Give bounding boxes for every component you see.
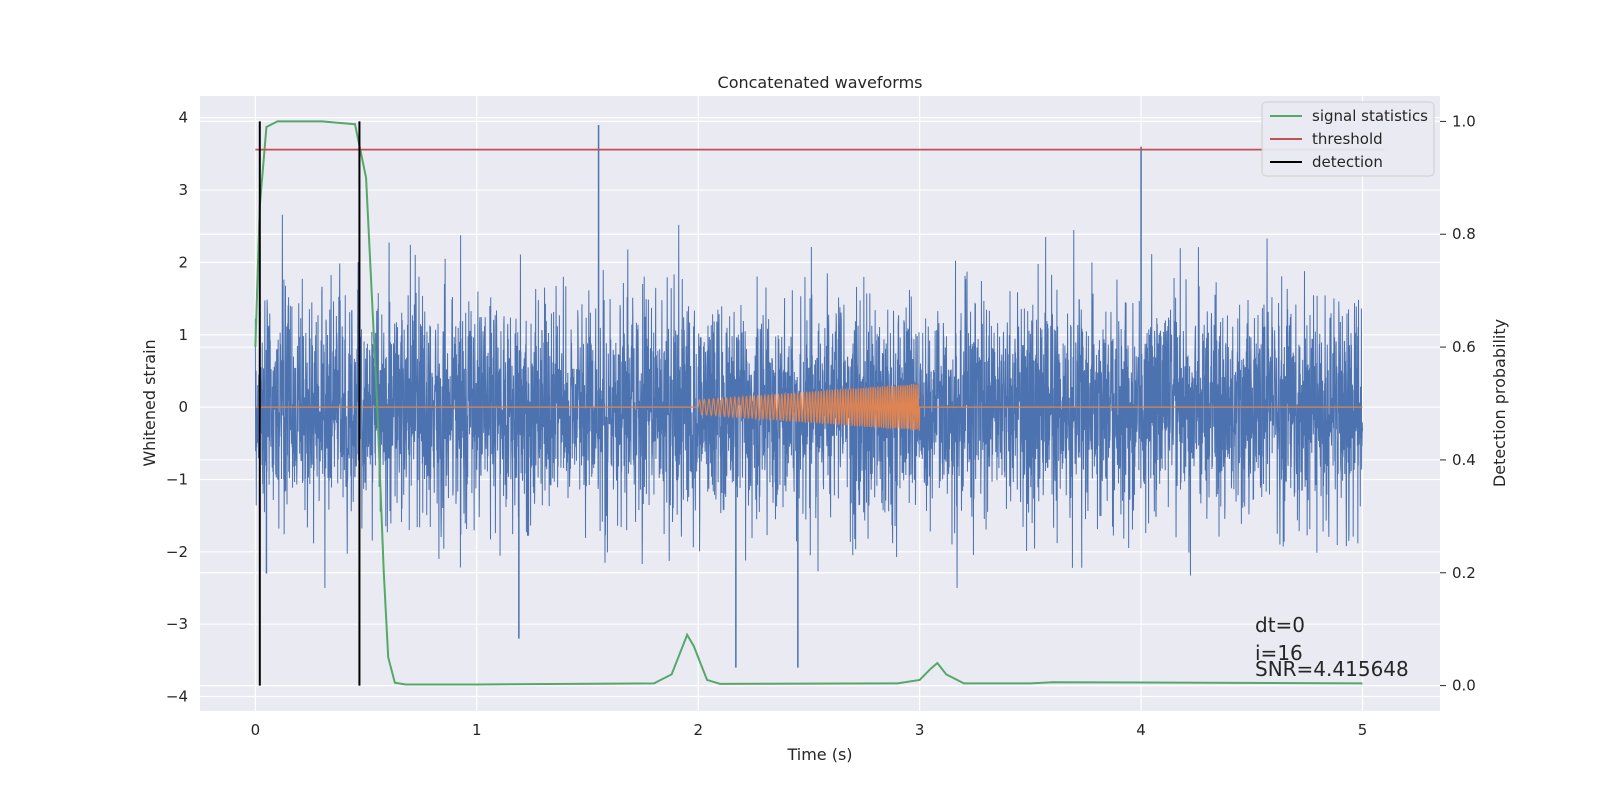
tick-layer: 0 1 2 3 4 5 −4 −3 −2 −1 0 1 2 3 4 0.0 0.2 0.4 0.6 0.8 1.0 (166, 109, 1476, 739)
y-tick-label: −4 (166, 688, 188, 706)
y2-tick-label: 0.8 (1452, 225, 1476, 243)
legend-box (1261, 101, 1435, 177)
y-tick-label: −1 (166, 470, 188, 488)
legend-label-detection: detection (1312, 153, 1383, 171)
annotation-snr: SNR=4.415648 (1255, 657, 1409, 681)
y2-axis-label: Detection probability (1490, 319, 1509, 487)
y-axis-label: Whitened strain (140, 339, 159, 466)
x-tick-label: 3 (915, 721, 925, 739)
data-layer (254, 120, 1385, 686)
x-tick-label: 0 (251, 721, 261, 739)
chart-title: Concatenated waveforms (718, 73, 923, 92)
y-tick-label: −3 (166, 615, 188, 633)
y-tick-label: 2 (178, 253, 188, 271)
y-tick-label: 4 (178, 109, 188, 127)
chirp-series-line (255, 383, 1363, 431)
legend: signal statistics threshold detection (1261, 101, 1435, 177)
y2-tick-label: 0.2 (1452, 564, 1476, 582)
x-axis-label: Time (s) (786, 745, 852, 764)
y-tick-label: 3 (178, 181, 188, 199)
y-tick-label: 1 (178, 326, 188, 344)
y2-tick-label: 0.6 (1452, 338, 1476, 356)
x-tick-label: 4 (1136, 721, 1146, 739)
x-tick-label: 1 (472, 721, 482, 739)
y2-tick-label: 0.4 (1452, 451, 1476, 469)
y2-tick-label: 0.0 (1452, 677, 1476, 695)
legend-label-threshold: threshold (1312, 130, 1383, 148)
y-tick-label: −2 (166, 543, 188, 561)
x-tick-label: 2 (693, 721, 703, 739)
signal-statistics-line (254, 120, 1363, 686)
legend-label-signal-statistics: signal statistics (1312, 107, 1428, 125)
x-tick-label: 5 (1358, 721, 1368, 739)
annotation-index: i=16 (1255, 641, 1303, 665)
y2-tick-label: 1.0 (1452, 112, 1476, 130)
noise-series-line (254, 214, 1363, 589)
annotation-dt: dt=0 (1255, 613, 1305, 637)
y-tick-label: 0 (178, 398, 188, 416)
